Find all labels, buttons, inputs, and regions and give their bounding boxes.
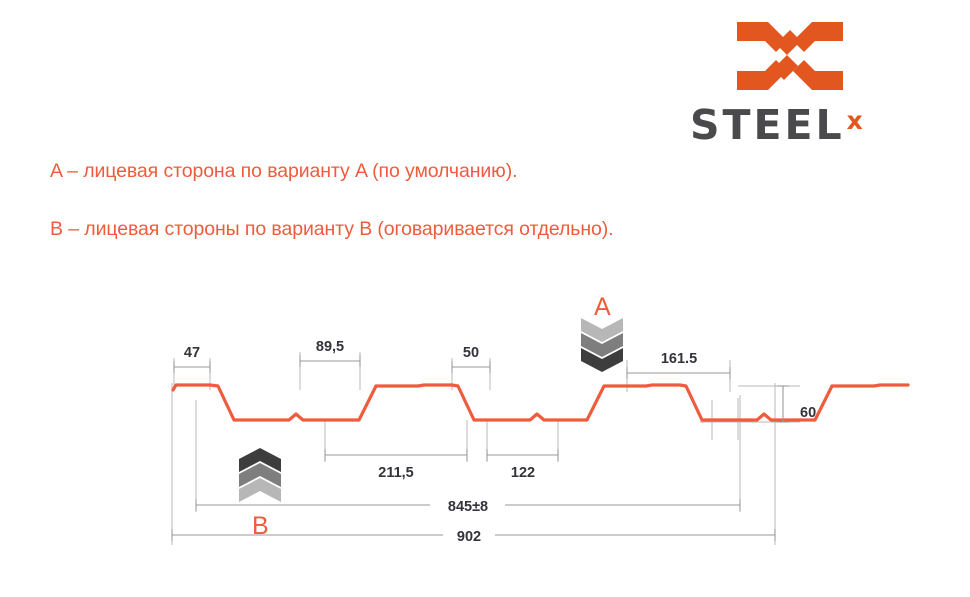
dimension-lines-bottom xyxy=(171,449,776,541)
dimension-labels: 47 89,5 50 161.5 60 211,5 122 845±8 902 xyxy=(184,339,816,545)
dim-label-845: 845±8 xyxy=(448,499,488,515)
dim-label-47: 47 xyxy=(184,345,200,361)
caption-variant-b: B – лицевая стороны по варианту B (огова… xyxy=(50,218,614,240)
marker-label-b: B xyxy=(252,512,269,540)
marker-label-a: A xyxy=(594,293,611,321)
dim-label-161-5: 161.5 xyxy=(661,351,697,367)
face-variant-b-marker xyxy=(239,448,281,502)
logo-wordmark: STEEL x xyxy=(690,100,950,146)
dimension-lines-top xyxy=(173,355,731,379)
dim-label-50: 50 xyxy=(463,345,479,361)
dim-label-60: 60 xyxy=(800,405,816,421)
dim-label-89-5: 89,5 xyxy=(316,339,344,355)
dim-label-902: 902 xyxy=(457,529,481,545)
caption-variant-a: A – лицевая сторона по варианту A (по ум… xyxy=(50,160,518,182)
face-variant-a-marker xyxy=(581,318,623,372)
dim-label-122: 122 xyxy=(511,465,535,481)
logo-wordmark-text: STEEL xyxy=(690,101,845,149)
dim-label-211-5: 211,5 xyxy=(378,465,414,481)
logo-wordmark-superscript: x xyxy=(846,106,863,135)
steelx-x-mark-icon xyxy=(737,22,843,90)
trapezoidal-sheet-profile xyxy=(171,383,910,422)
brand-logo: STEEL x xyxy=(690,18,950,148)
dimension-line-height xyxy=(777,385,789,423)
